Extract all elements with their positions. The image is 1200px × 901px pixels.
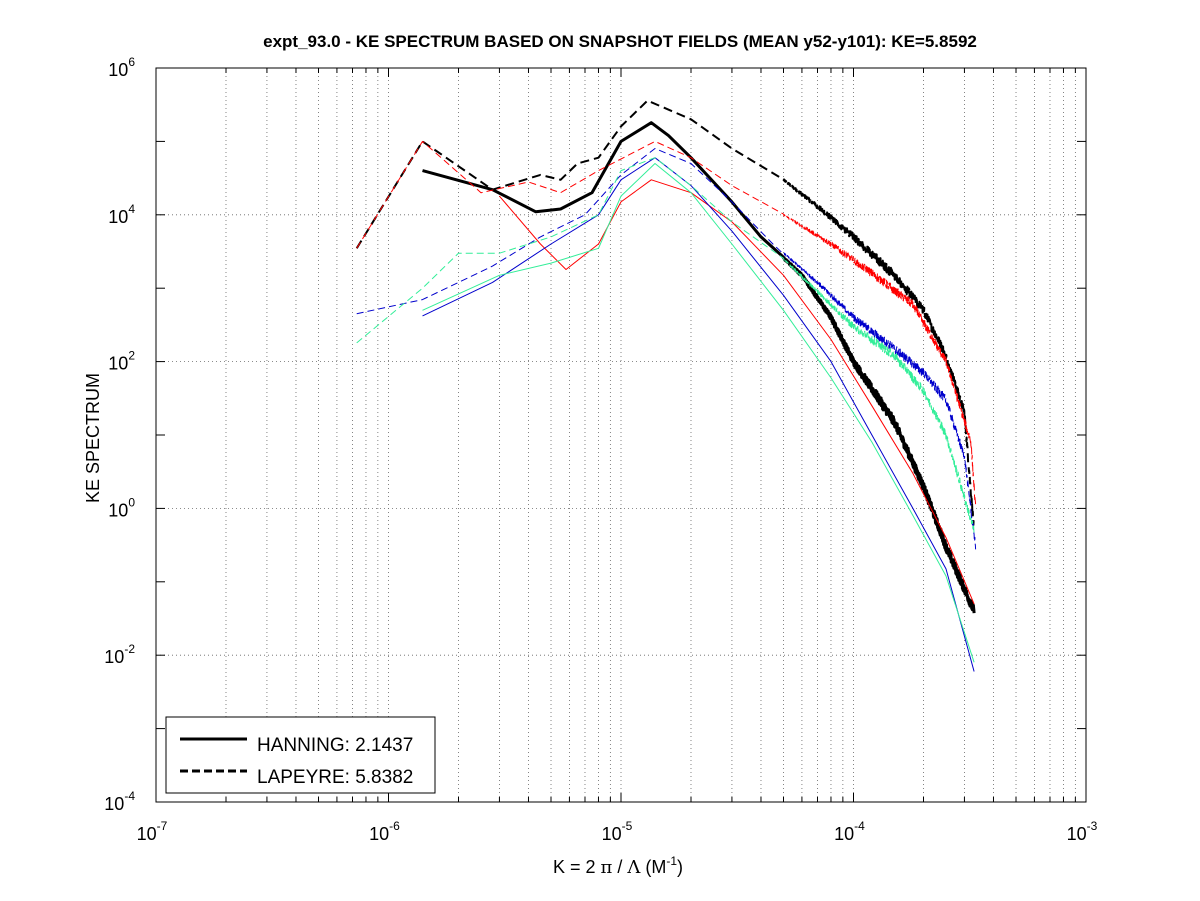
x-tick-labels: 10-7 10-6 10-5 10-4 10-3 (137, 819, 1098, 844)
spectrum-series-line (422, 157, 975, 672)
spectrum-series-line (356, 140, 977, 505)
y-axis-label: KE SPECTRUM (83, 373, 103, 503)
grid-lines (156, 68, 1086, 802)
spectrum-series-line (499, 179, 975, 605)
spectrum-series-line (356, 157, 975, 535)
y-tick-label: 104 (108, 202, 135, 227)
legend-label-hanning: HANNING: 2.1437 (257, 735, 413, 756)
y-tick-label: 106 (108, 55, 135, 80)
x-tick-label: 10-4 (834, 819, 865, 844)
y-tick-label: 10-2 (104, 642, 135, 667)
y-tick-labels: 10-4 10-2 100 102 104 106 (104, 55, 135, 814)
axis-ticks (155, 67, 1087, 803)
y-tick-label: 10-4 (104, 789, 135, 814)
spectrum-series-line (356, 148, 977, 550)
y-tick-label: 100 (108, 495, 135, 520)
spectrum-series-line (422, 163, 975, 663)
spectrum-series-line (355, 99, 976, 527)
legend-box (165, 716, 436, 794)
x-tick-label: 10-3 (1067, 819, 1098, 844)
legend: HANNING: 2.1437 LAPEYRE: 5.8382 (165, 716, 436, 794)
x-tick-label: 10-6 (369, 819, 400, 844)
chart-title: expt_93.0 - KE SPECTRUM BASED ON SNAPSHO… (263, 32, 977, 51)
legend-label-lapeyre: LAPEYRE: 5.8382 (257, 767, 413, 788)
spectrum-series-line (422, 121, 976, 614)
x-tick-label: 10-7 (137, 819, 168, 844)
x-tick-label: 10-5 (602, 819, 633, 844)
x-axis-label: K = 2 π / Λ (M-1) (553, 854, 683, 878)
series-layer (355, 99, 977, 672)
y-tick-label: 102 (108, 349, 135, 374)
